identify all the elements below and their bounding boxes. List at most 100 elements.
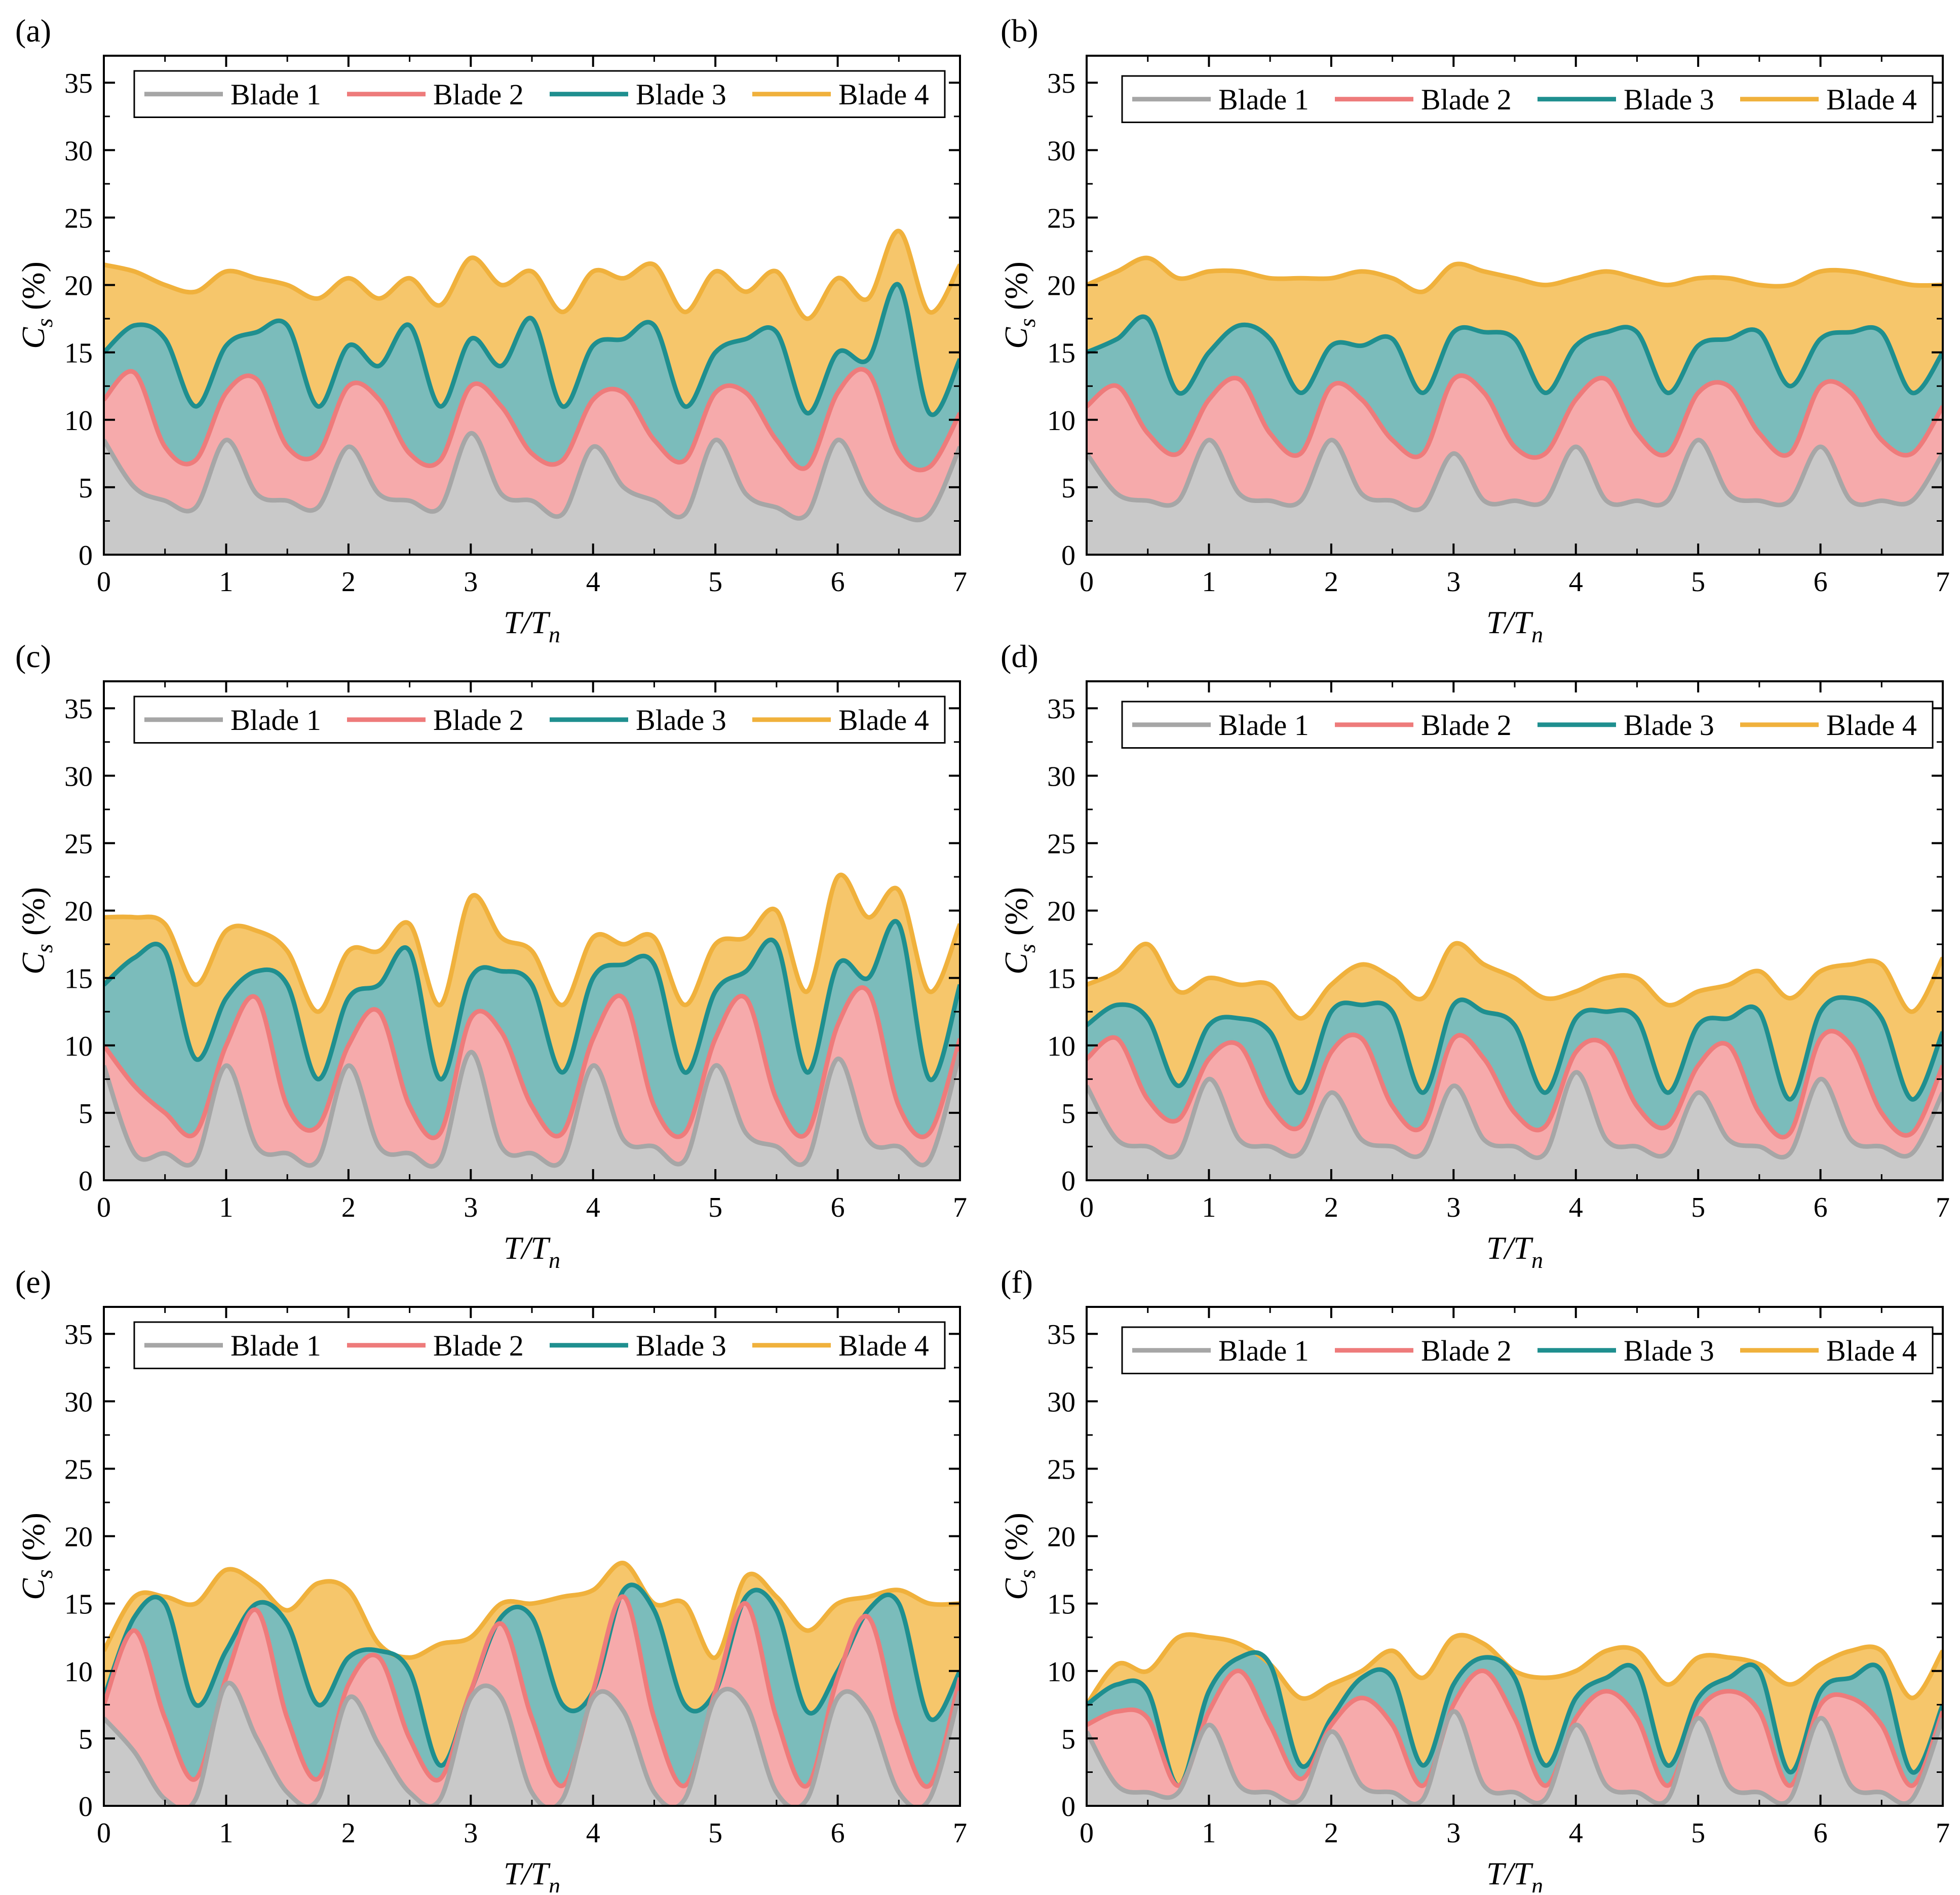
area-blade-2: [1087, 1671, 1943, 1806]
x-tick-label: 4: [1569, 1817, 1583, 1849]
legend-label: Blade 4: [1826, 83, 1917, 116]
legend-label: Blade 1: [1218, 83, 1309, 116]
x-tick-label: 6: [1814, 1192, 1828, 1223]
x-tick-label: 4: [1569, 566, 1583, 598]
y-axis-title: Cs (%): [15, 887, 57, 975]
x-tick-label: 0: [1080, 566, 1094, 598]
line-blade-3: [1087, 314, 1943, 396]
line-blade-2: [1087, 1029, 1943, 1140]
chart-panel-4: 0 1 2 3 4 5 6 7 0 5 10 15 20 25 30 35 T/Tn Cs (%) (d) Blade…: [998, 638, 1950, 1273]
panel-label: (a): [15, 13, 51, 49]
legend-label: Blade 3: [1624, 83, 1714, 116]
area-layer: [1087, 941, 1943, 1180]
x-axis-title: T/Tn: [504, 1855, 560, 1892]
y-tick-label: 30: [1047, 1386, 1075, 1418]
chart-panel-2: 0 1 2 3 4 5 6 7 0 5 10 15 20 25 30 35 T/Tn Cs (%) (b) Blade…: [998, 13, 1950, 647]
legend: Blade 1 Blade 2 Blade 3 Blade 4: [133, 70, 946, 118]
area-blade-1: [104, 1052, 960, 1180]
area-layer: [1087, 1632, 1943, 1806]
legend-label: Blade 1: [230, 704, 321, 737]
line-blade-1: [1087, 438, 1943, 513]
line-blade-4: [1087, 255, 1943, 294]
legend-label: Blade 4: [838, 78, 929, 111]
x-tick-label: 4: [1569, 1192, 1583, 1223]
x-axis-title: T/Tn: [1486, 1855, 1543, 1892]
y-tick-label: 15: [1047, 1589, 1075, 1620]
x-tick-label: 4: [586, 566, 600, 598]
y-tick-label: 10: [1047, 1656, 1075, 1688]
legend-label: Blade 3: [636, 78, 726, 111]
x-axis-title: T/Tn: [1486, 1230, 1543, 1273]
chart-panel-3: 0 1 2 3 4 5 6 7 0 5 10 15 20 25 30 35 T/Tn Cs (%) (c) Blade…: [15, 638, 967, 1273]
y-tick-label: 20: [64, 270, 93, 302]
x-tick-label: 3: [1446, 566, 1461, 598]
y-tick-label: 5: [79, 1724, 93, 1755]
x-tick-label: 3: [464, 1817, 478, 1849]
line-blade-1: [104, 1050, 960, 1169]
y-tick-label: 25: [64, 828, 93, 860]
y-tick-label: 0: [1061, 1791, 1075, 1823]
line-blade-4: [1087, 941, 1943, 1021]
y-tick-label: 0: [1061, 540, 1075, 571]
x-tick-label: 7: [953, 1192, 967, 1223]
legend-label: Blade 4: [838, 1329, 929, 1362]
x-axis-title: T/Tn: [1486, 604, 1543, 647]
y-tick-label: 30: [64, 761, 93, 792]
y-tick-label: 20: [64, 1522, 93, 1553]
line-blade-2: [104, 367, 960, 473]
x-tick-label: 5: [1691, 566, 1705, 598]
legend-label: Blade 2: [1421, 1334, 1512, 1367]
x-tick-label: 1: [219, 1192, 233, 1223]
x-tick-label: 3: [464, 566, 478, 598]
x-tick-label: 7: [1936, 1192, 1950, 1223]
y-tick-label: 15: [64, 1589, 93, 1620]
y-tick-label: 5: [79, 473, 93, 504]
line-blade-3: [104, 1582, 960, 1768]
y-tick-label: 20: [1047, 896, 1075, 927]
y-tick-label: 20: [64, 896, 93, 927]
legend-label: Blade 2: [433, 704, 524, 737]
y-tick-label: 0: [79, 1166, 93, 1197]
line-blade-1: [104, 1681, 960, 1806]
legend-label: Blade 1: [1218, 1334, 1309, 1367]
y-tick-label: 10: [64, 1656, 93, 1688]
legend-label: Blade 1: [230, 78, 321, 111]
panel-label: (b): [1001, 13, 1039, 49]
area-blade-1: [1087, 1711, 1943, 1806]
x-tick-label: 4: [586, 1192, 600, 1223]
y-tick-label: 35: [64, 693, 93, 725]
legend: Blade 1 Blade 2 Blade 3 Blade 4: [1121, 1326, 1934, 1374]
x-tick-label: 2: [1324, 1817, 1338, 1849]
y-tick-label: 25: [64, 1454, 93, 1485]
x-tick-label: 0: [97, 1192, 111, 1223]
y-tick-label: 20: [1047, 270, 1075, 302]
x-tick-label: 0: [97, 566, 111, 598]
legend-label: Blade 1: [1218, 709, 1309, 742]
legend-label: Blade 3: [636, 704, 726, 737]
y-tick-label: 35: [1047, 68, 1075, 99]
x-tick-label: 5: [708, 1192, 722, 1223]
y-tick-label: 5: [1061, 1098, 1075, 1130]
y-tick-label: 25: [64, 203, 93, 234]
line-blade-1: [1087, 1070, 1943, 1161]
legend: Blade 1 Blade 2 Blade 3 Blade 4: [133, 695, 946, 744]
x-tick-label: 2: [341, 1192, 356, 1223]
legend: Blade 1 Blade 2 Blade 3 Blade 4: [1121, 75, 1934, 123]
x-tick-label: 2: [1324, 566, 1338, 598]
y-tick-label: 30: [64, 1386, 93, 1418]
y-tick-label: 10: [64, 405, 93, 437]
x-tick-label: 2: [341, 1817, 356, 1849]
y-tick-label: 15: [1047, 338, 1075, 369]
y-tick-label: 10: [64, 1031, 93, 1062]
area-blade-1: [1087, 440, 1943, 555]
legend-label: Blade 2: [1421, 83, 1512, 116]
area-layer: [104, 1561, 960, 1806]
legend: Blade 1 Blade 2 Blade 3 Blade 4: [1121, 701, 1934, 749]
x-tick-label: 6: [1814, 566, 1828, 598]
x-tick-label: 0: [97, 1817, 111, 1849]
x-tick-label: 7: [1936, 566, 1950, 598]
legend-label: Blade 2: [433, 78, 524, 111]
y-tick-label: 25: [1047, 1454, 1075, 1485]
x-tick-label: 1: [1202, 1192, 1216, 1223]
